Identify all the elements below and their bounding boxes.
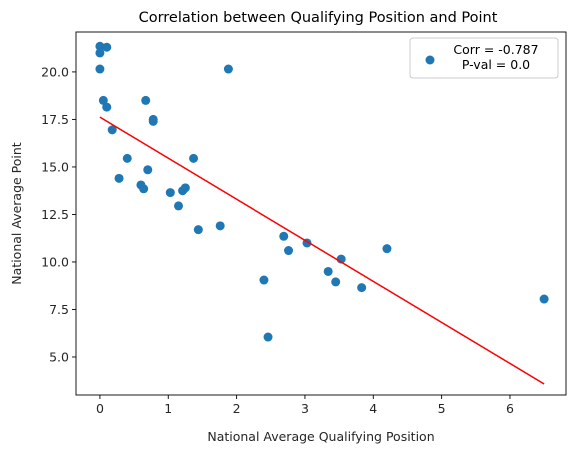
plot-area	[95, 41, 549, 385]
y-tick-label-0: 5.0	[49, 349, 69, 364]
legend-pval-text: P-val = 0.0	[462, 57, 530, 72]
scatter-point-29	[331, 277, 341, 287]
scatter-point-26	[284, 246, 294, 256]
scatter-point-15	[165, 188, 175, 198]
legend-corr-text: Corr = -0.787	[453, 42, 538, 57]
legend: Corr = -0.787 P-val = 0.0	[409, 37, 559, 79]
x-tick-label-3: 3	[301, 401, 309, 416]
axes: 0 1 2 3 4 5 6 5.0 7.5 10.0 12.5 15.0 17.5 20.0	[41, 64, 514, 416]
scatter-point-5	[102, 102, 112, 112]
y-tick-label-4: 15.0	[41, 159, 69, 174]
scatter-point-24	[263, 332, 273, 342]
scatter-point-2	[95, 48, 105, 58]
scatter-point-12	[143, 165, 153, 175]
x-tick-label-4: 4	[369, 401, 377, 416]
scatter-point-22	[223, 64, 233, 74]
y-tick-label-6: 20.0	[41, 64, 69, 79]
scatter-point-16	[174, 201, 184, 211]
scatter-point-10	[139, 184, 149, 194]
scatter-point-18	[180, 183, 190, 193]
scatter-point-3	[95, 64, 105, 74]
y-tick-label-5: 17.5	[41, 112, 69, 127]
scatter-point-14	[148, 116, 158, 126]
regression-line	[99, 116, 545, 385]
legend-box	[409, 37, 559, 79]
scatter-point-19	[189, 153, 199, 163]
chart-title: Correlation between Qualifying Position …	[139, 10, 498, 26]
scatter-point-20	[193, 225, 203, 235]
plot-frame	[75, 31, 567, 396]
x-tick-label-5: 5	[438, 401, 446, 416]
scatter-point-0	[95, 41, 105, 51]
x-tick-label-1: 1	[164, 401, 172, 416]
scatter-point-6	[107, 125, 117, 135]
scatter-point-4	[98, 95, 108, 105]
y-tick-label-3: 12.5	[41, 207, 69, 222]
scatter-point-1	[102, 42, 112, 52]
y-tick-label-2: 10.0	[41, 254, 69, 269]
x-tick-label-2: 2	[233, 401, 241, 416]
x-tick-label-0: 0	[96, 401, 104, 416]
y-axis-label: National Average Point	[9, 142, 24, 285]
legend-marker	[425, 55, 435, 65]
scatter-point-28	[323, 266, 333, 276]
scatter-point-8	[114, 173, 124, 183]
scatter-point-32	[382, 244, 392, 254]
scatter-point-25	[279, 231, 289, 241]
y-tick-label-1: 7.5	[49, 302, 69, 317]
scatter-point-7	[122, 153, 132, 163]
x-tick-label-6: 6	[506, 401, 514, 416]
scatter-point-11	[141, 95, 151, 105]
scatter-point-33	[539, 294, 549, 304]
x-axis-label: National Average Qualifying Position	[207, 429, 434, 444]
scatter-point-21	[215, 221, 225, 231]
scatter-point-31	[357, 283, 367, 293]
scatter-point-23	[259, 275, 269, 285]
